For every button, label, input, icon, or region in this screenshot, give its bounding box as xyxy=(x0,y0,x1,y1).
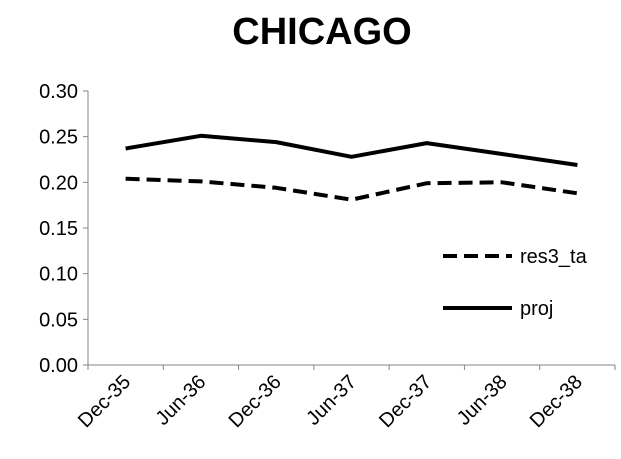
legend-label-proj: proj xyxy=(520,298,553,320)
y-tick-label: 0.00 xyxy=(39,355,78,377)
series-lines xyxy=(125,133,578,202)
y-tick-label: 0.20 xyxy=(39,172,78,194)
y-tick-label: 0.05 xyxy=(39,309,78,331)
x-tick-label: Dec-36 xyxy=(225,371,286,432)
legend-label-res3_ta: res3_ta xyxy=(520,246,588,268)
x-tick-label: Jun-36 xyxy=(152,371,211,430)
x-tick-label: Jun-38 xyxy=(453,371,512,430)
chart-title: CHICAGO xyxy=(232,11,411,53)
x-tick-label: Dec-35 xyxy=(74,371,135,432)
x-tick-label: Dec-38 xyxy=(526,371,587,432)
x-tick-label: Dec-37 xyxy=(375,371,436,432)
y-axis-ticks: 0.00 0.05 0.10 0.15 0.20 0.25 0.30 xyxy=(39,81,88,377)
y-tick-label: 0.10 xyxy=(39,264,78,286)
y-tick-label: 0.30 xyxy=(39,81,78,103)
axes xyxy=(87,91,615,366)
y-tick-label: 0.15 xyxy=(39,218,78,240)
y-tick-label: 0.25 xyxy=(39,127,78,149)
x-axis-ticks: Dec-35 Jun-36 Dec-36 Jun-37 Dec-37 Jun-38 Dec-… xyxy=(74,365,616,432)
x-tick-label: Jun-37 xyxy=(302,371,361,430)
series-line-res3_ta xyxy=(125,176,578,202)
series-line-proj xyxy=(125,133,578,167)
